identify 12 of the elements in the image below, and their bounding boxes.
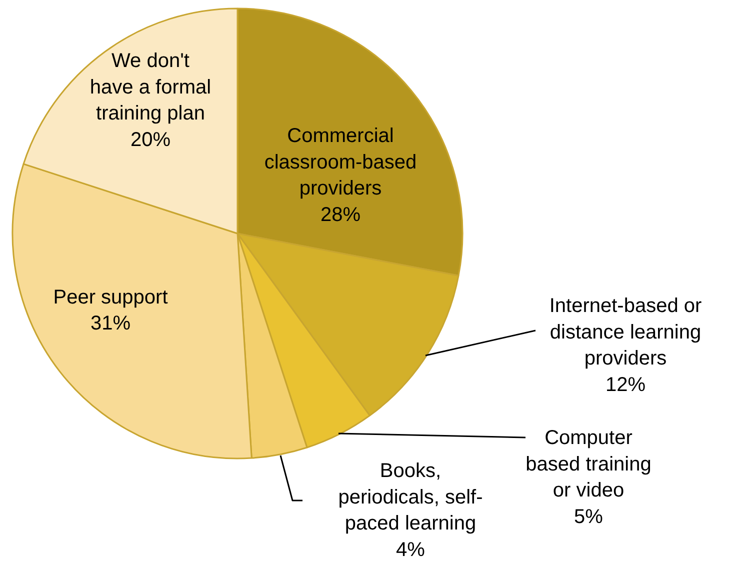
data-label: 12% (605, 374, 646, 396)
data-label: 28% (320, 204, 361, 226)
data-label: 4% (396, 539, 426, 562)
slice-label: Internet-based or distance learning providers (549, 294, 702, 370)
slice-label: Books, periodicals, self- paced learning (338, 460, 483, 535)
data-label: 20% (130, 129, 171, 152)
slice-label: Peer support (53, 286, 168, 308)
data-label: 5% (574, 506, 604, 528)
data-label: 31% (90, 312, 131, 335)
slice-label: Commercial classroom-based providers (264, 124, 417, 200)
slice-label: Computer based training or video (526, 426, 652, 502)
slice-label: We don't have a formal training plan (90, 50, 212, 125)
